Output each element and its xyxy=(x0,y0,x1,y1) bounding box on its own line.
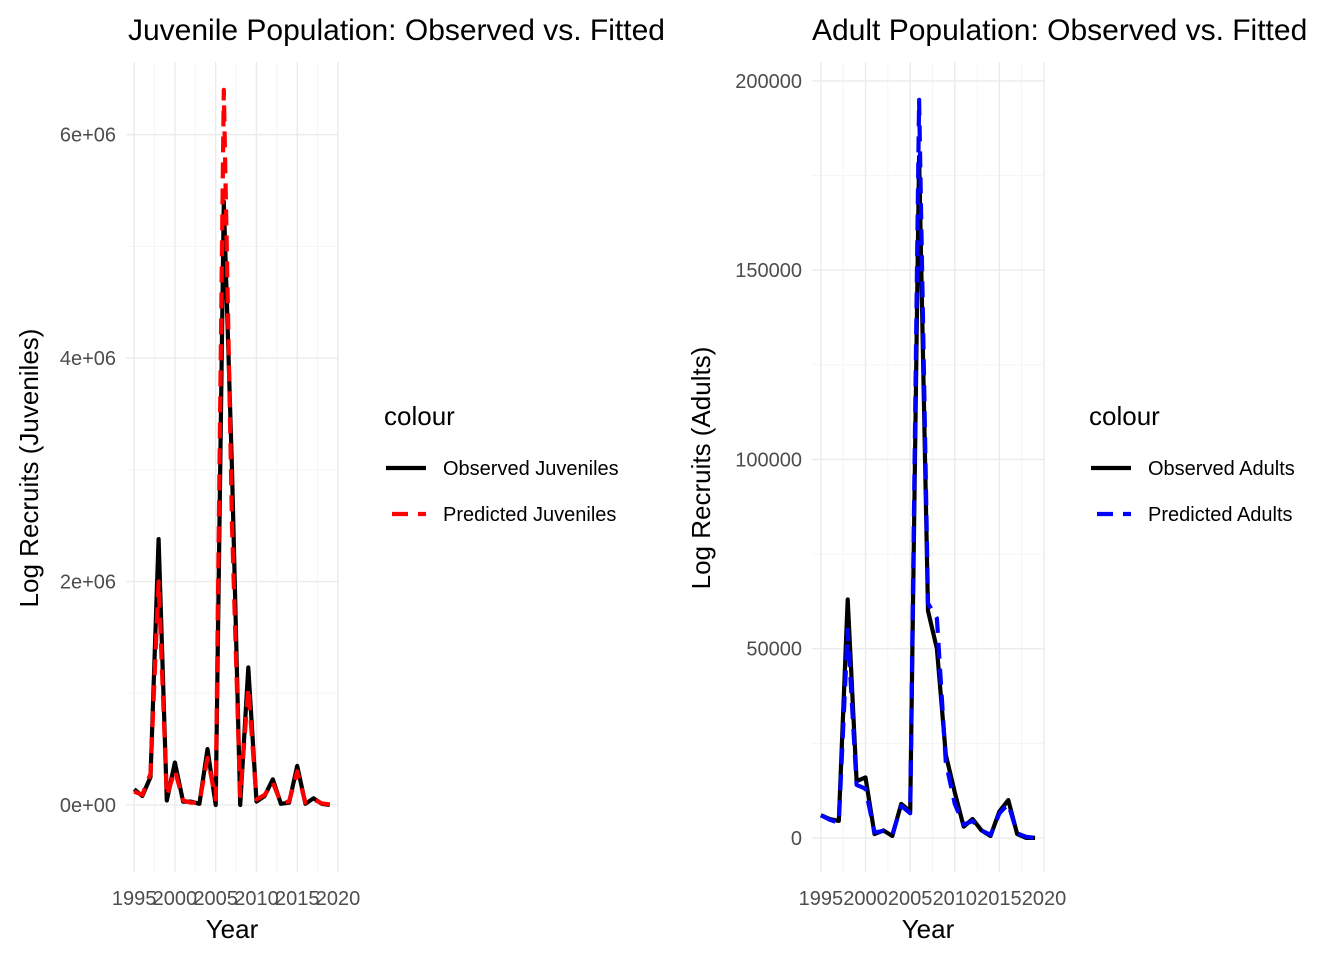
juvenile-legend: colour Observed Juveniles Predicted Juven… xyxy=(384,401,619,526)
adult-series-line-predicted xyxy=(819,97,1036,840)
juvenile-y-axis-title: Log Recruits (Juveniles) xyxy=(14,329,44,608)
adult-x-tick-label: 2005 xyxy=(888,888,933,910)
juvenile-panel: Juvenile Population: Observed vs. Fitted… xyxy=(14,14,665,944)
juvenile-x-tick-label: 2020 xyxy=(316,888,361,910)
adult-x-tick-label: 2010 xyxy=(933,888,978,910)
juvenile-y-tick-label: 0e+00 xyxy=(60,795,116,817)
adult-legend-label-predicted: Predicted Adults xyxy=(1148,504,1293,526)
juvenile-legend-label-predicted: Predicted Juveniles xyxy=(443,504,616,526)
adult-y-tick-label: 50000 xyxy=(746,639,802,661)
juvenile-x-tick-label: 1995 xyxy=(112,888,157,910)
juvenile-legend-title: colour xyxy=(384,401,455,431)
adult-y-tick-label: 0 xyxy=(791,828,802,850)
juvenile-x-tick-label: 2010 xyxy=(234,888,279,910)
adult-y-tick-label: 200000 xyxy=(735,71,802,93)
adult-x-axis-title: Year xyxy=(902,914,955,944)
juvenile-x-axis-title: Year xyxy=(206,914,259,944)
adult-x-tick-label: 2000 xyxy=(843,888,888,910)
adult-legend-label-observed: Observed Adults xyxy=(1148,458,1295,480)
juvenile-plot-area: 0e+00 2e+06 4e+06 6e+06 19952000200520102015… xyxy=(60,62,360,910)
adult-y-tick-label: 150000 xyxy=(735,260,802,282)
adult-x-tick-label: 2020 xyxy=(1022,888,1067,910)
juvenile-y-tick-label: 6e+06 xyxy=(60,125,116,147)
adult-x-tick-label: 1995 xyxy=(799,888,844,910)
juvenile-x-tick-label: 2015 xyxy=(275,888,320,910)
adult-x-tick-label: 2015 xyxy=(977,888,1022,910)
juvenile-chart-title: Juvenile Population: Observed vs. Fitted xyxy=(128,14,665,47)
adult-legend-title: colour xyxy=(1089,401,1160,431)
adult-y-tick-label: 100000 xyxy=(735,449,802,471)
adult-legend: colour Observed Adults Predicted Adults xyxy=(1089,401,1295,526)
juvenile-y-tick-label: 2e+06 xyxy=(60,572,116,594)
juvenile-y-tick-label: 4e+06 xyxy=(60,348,116,370)
juvenile-x-tick-label: 2005 xyxy=(193,888,238,910)
juvenile-x-tick-label: 2000 xyxy=(153,888,198,910)
adult-chart-title: Adult Population: Observed vs. Fitted xyxy=(812,14,1307,47)
juvenile-legend-label-observed: Observed Juveniles xyxy=(443,458,619,480)
adult-plot-area: 0 50000 100000 150000 200000 1995 2000 2005 2010… xyxy=(735,62,1066,910)
adult-y-axis-title: Log Recruits (Adults) xyxy=(686,347,716,590)
adult-panel: Adult Population: Observed vs. Fitted 0 5… xyxy=(686,14,1307,944)
juvenile-series-line-predicted xyxy=(133,87,331,807)
